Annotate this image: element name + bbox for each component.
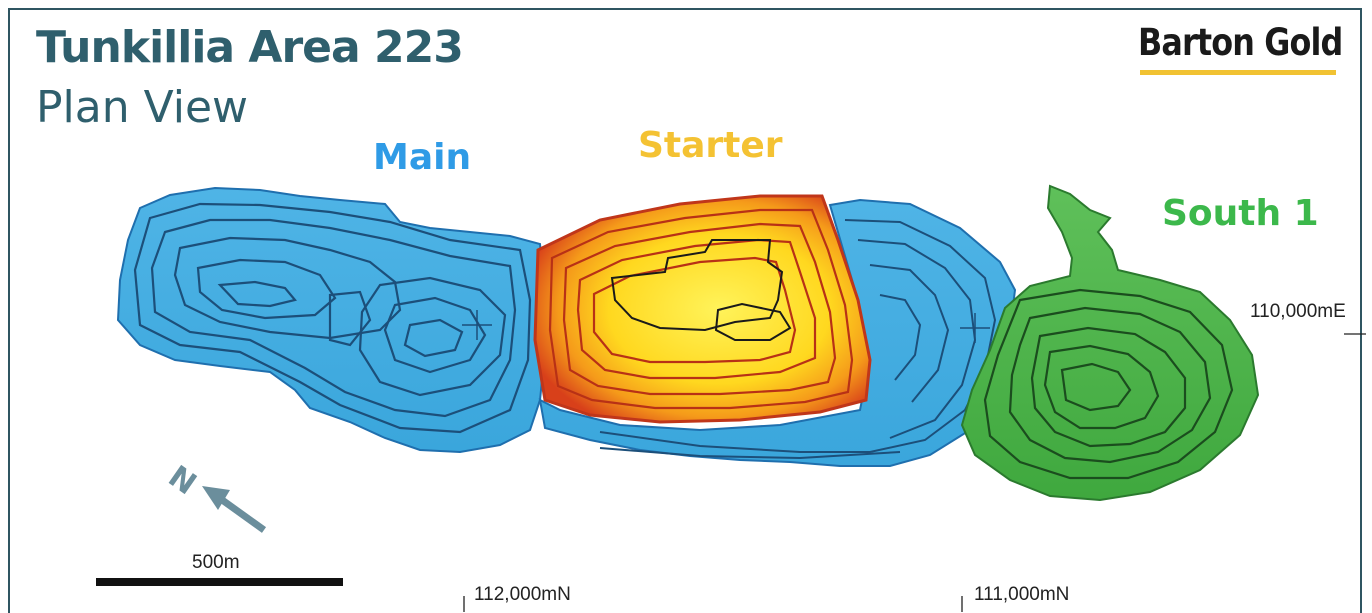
- map-subtitle: Plan View: [36, 82, 249, 133]
- north-arrow-icon: N: [162, 459, 267, 533]
- logo-underline: [1140, 70, 1336, 75]
- pit-label-south-1: South 1: [1162, 193, 1319, 234]
- starter-pit: [533, 194, 872, 424]
- map-title: Tunkillia Area 223: [36, 22, 464, 73]
- main-pit: [116, 186, 546, 454]
- logo-text: Barton Gold: [1138, 21, 1343, 64]
- easting-label: 110,000mE: [1250, 301, 1346, 322]
- northing-label-2: 111,000mN: [974, 584, 1070, 605]
- north-letter: N: [162, 459, 203, 502]
- barton-gold-logo: Barton Gold: [1138, 21, 1343, 78]
- pit-label-main: Main: [373, 137, 472, 178]
- south-1-pit: [960, 184, 1260, 502]
- pit-label-starter: Starter: [638, 125, 783, 166]
- scale-bar-label: 500m: [192, 552, 240, 573]
- scale-bar: [96, 578, 343, 586]
- northing-label-1: 112,000mN: [474, 584, 571, 605]
- middle-pit: [538, 198, 1017, 467]
